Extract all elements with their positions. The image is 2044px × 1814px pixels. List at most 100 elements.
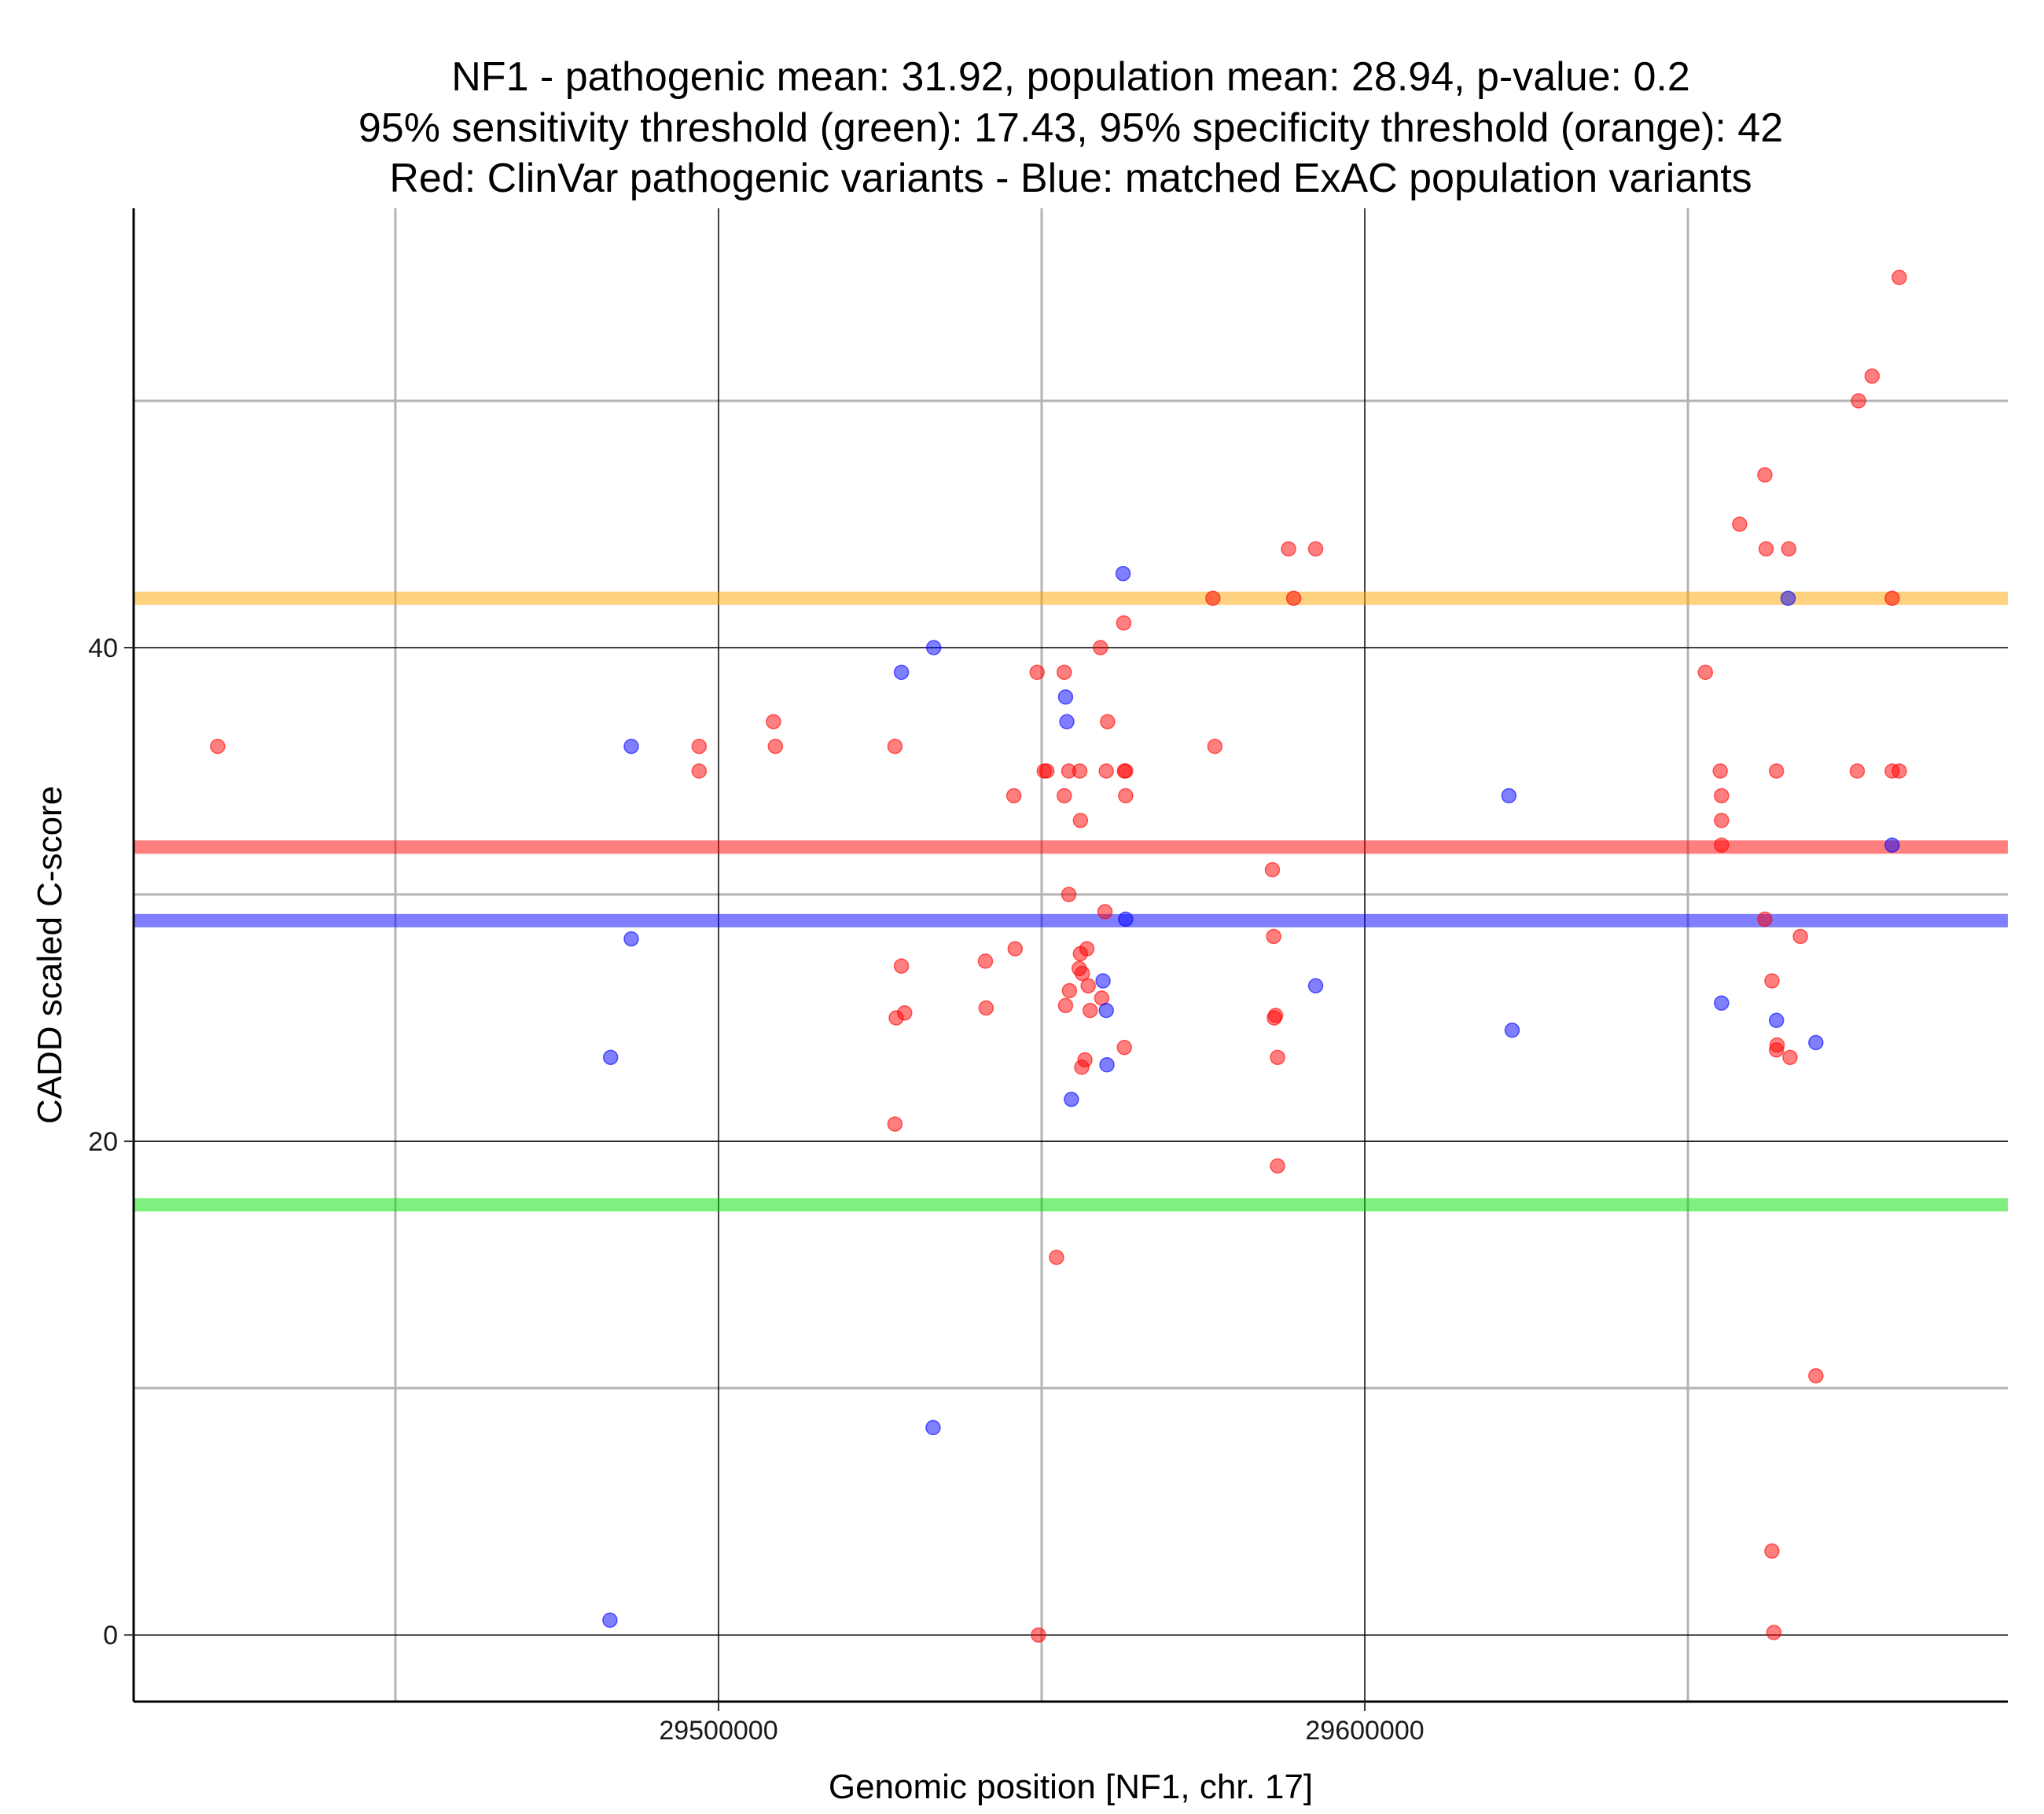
pathogenic-point xyxy=(1072,813,1089,828)
pathogenic-point xyxy=(1864,368,1880,384)
pathogenic-point xyxy=(1079,941,1095,957)
pathogenic-point xyxy=(1270,1049,1285,1066)
threshold-lines xyxy=(134,591,2008,1212)
pathogenic-point xyxy=(1714,788,1730,804)
pathogenic-point xyxy=(1712,763,1728,779)
population-point xyxy=(925,640,942,655)
pathogenic-point xyxy=(1764,973,1780,989)
pathogenic-point xyxy=(1732,516,1748,532)
pathogenic-point xyxy=(1270,1158,1285,1174)
pathogenic-point xyxy=(1057,664,1072,681)
pathogenic-point xyxy=(1116,1040,1132,1056)
pathogenic-point xyxy=(1031,1627,1046,1643)
pathogenic-point xyxy=(1266,928,1281,945)
chart-title: NF1 - pathogenic mean: 31.92, population… xyxy=(358,54,1783,201)
population-point xyxy=(1808,1034,1824,1051)
x-tick-label: 29500000 xyxy=(659,1716,778,1746)
population-point xyxy=(1504,1023,1520,1038)
population-point xyxy=(1780,590,1796,606)
population-point xyxy=(623,931,639,947)
pathogenic-point xyxy=(1080,978,1096,994)
pathogenic-point xyxy=(1093,640,1108,655)
pathogenic-point xyxy=(1118,763,1134,779)
pathogenic-point xyxy=(1697,664,1714,681)
population-point xyxy=(1714,995,1730,1011)
pathogenic-point xyxy=(1061,982,1078,999)
pathogenic-point xyxy=(1205,590,1221,606)
title-line-3: Red: ClinVar pathogenic variants - Blue:… xyxy=(389,156,1752,201)
x-tick-label: 29600000 xyxy=(1305,1716,1424,1746)
population-point xyxy=(925,1419,941,1436)
pathogenic-point xyxy=(1782,1049,1798,1066)
pathogenic-point xyxy=(1098,763,1114,779)
population-point xyxy=(1099,1057,1115,1073)
pathogenic-point xyxy=(1049,1249,1064,1265)
x-axis-title: Genomic position [NF1, chr. 17] xyxy=(829,1768,1313,1806)
y-tick-label: 0 xyxy=(103,1621,118,1651)
pathogenic-point xyxy=(1764,1543,1780,1559)
pathogenic-point xyxy=(1057,997,1074,1014)
pathogenic-point xyxy=(1100,714,1116,729)
pathogenic-point xyxy=(691,763,708,779)
y-tick-label: 20 xyxy=(88,1127,118,1157)
population-point xyxy=(1064,1091,1079,1107)
pathogenic-point xyxy=(977,953,994,969)
pathogenic-point xyxy=(1097,904,1113,920)
pathogenic-point xyxy=(1768,763,1785,779)
pathogenic-point xyxy=(1757,911,1773,927)
pathogenic-point xyxy=(1207,738,1223,755)
pathogenic-point xyxy=(1281,541,1296,557)
pathogenic-point xyxy=(896,1005,913,1021)
pathogenic-point xyxy=(1851,393,1866,409)
pathogenic-point xyxy=(1307,541,1324,557)
pathogenic-point xyxy=(1007,941,1024,957)
pathogenic-point xyxy=(210,738,226,755)
title-line-1: NF1 - pathogenic mean: 31.92, population… xyxy=(451,54,1690,100)
population-point xyxy=(602,1612,618,1629)
pathogenic-point xyxy=(1082,1002,1098,1019)
pathogenic-point xyxy=(1891,763,1907,779)
pathogenic-point xyxy=(978,1000,994,1016)
population-point xyxy=(1118,911,1134,927)
title-line-2: 95% sensitivity threshold (green): 17.43… xyxy=(358,105,1783,151)
pathogenic-point xyxy=(1884,590,1900,606)
pathogenic-point xyxy=(1072,763,1088,779)
pathogenic-point xyxy=(1781,541,1797,557)
pathogenic-point xyxy=(766,714,781,729)
population-point xyxy=(893,664,910,681)
pathogenic-point xyxy=(887,738,903,755)
pathogenic-point xyxy=(1769,1037,1785,1053)
pathogenic-point xyxy=(1029,664,1046,681)
pathogenic-point xyxy=(1808,1368,1824,1384)
population-point xyxy=(1098,1002,1114,1019)
pathogenic-point xyxy=(893,958,910,974)
pathogenic-point xyxy=(1285,590,1302,606)
population-point xyxy=(602,1049,619,1066)
pathogenic-point xyxy=(1118,788,1134,804)
major-gridlines xyxy=(134,208,2008,1702)
pathogenic-point xyxy=(1714,813,1730,828)
pathogenic-point xyxy=(1039,763,1055,779)
population-point xyxy=(1884,837,1900,853)
population-point xyxy=(623,738,639,755)
pathogenic-point xyxy=(691,738,708,755)
pathogenic-point xyxy=(1264,861,1281,878)
pathogenic-point xyxy=(1005,788,1022,804)
pathogenic-point xyxy=(767,738,784,755)
y-tick-label: 40 xyxy=(88,633,118,663)
pathogenic-point xyxy=(1116,615,1132,631)
pathogenic-point xyxy=(1849,763,1866,779)
y-axis-title: CADD scaled C-score xyxy=(31,786,69,1124)
pathogenic-point xyxy=(1714,837,1730,853)
pathogenic-point xyxy=(887,1116,903,1132)
pathogenic-point xyxy=(1766,1625,1782,1640)
pathogenic-point xyxy=(1075,965,1090,982)
pathogenic-point xyxy=(1061,887,1077,902)
pathogenic-point xyxy=(1077,1052,1093,1068)
pathogenic-point xyxy=(1057,788,1072,804)
data-points xyxy=(210,270,1907,1643)
population-point xyxy=(1095,973,1111,989)
pathogenic-point xyxy=(1758,541,1774,557)
population-point xyxy=(1059,714,1075,729)
